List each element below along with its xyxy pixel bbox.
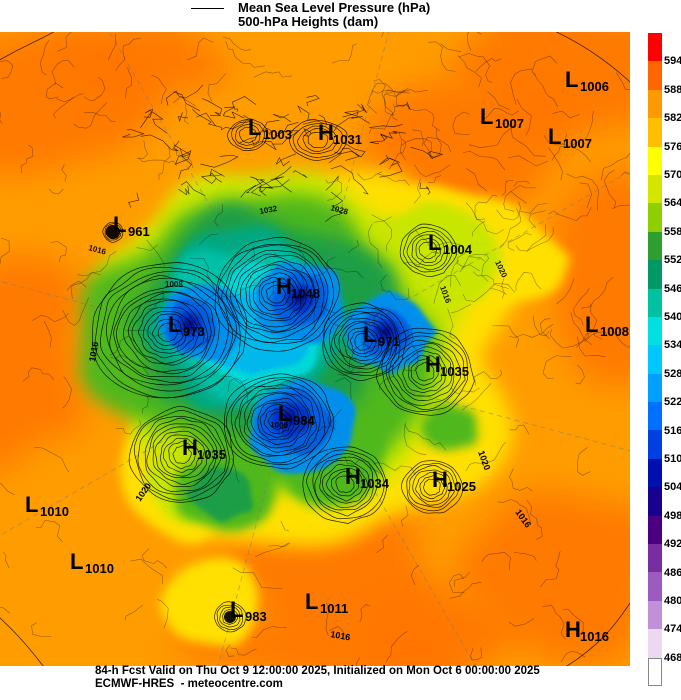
svg-text:1008: 1008 xyxy=(165,280,183,289)
svg-text:L: L xyxy=(585,312,598,337)
svg-text:1031: 1031 xyxy=(333,132,362,147)
svg-text:1007: 1007 xyxy=(563,136,592,151)
svg-text:H: H xyxy=(345,464,361,489)
svg-text:1025: 1025 xyxy=(447,479,476,494)
svg-text:1011: 1011 xyxy=(320,601,348,616)
svg-text:971: 971 xyxy=(378,334,400,349)
svg-text:983: 983 xyxy=(245,609,267,624)
svg-text:H: H xyxy=(182,435,198,460)
svg-text:H: H xyxy=(276,274,292,299)
svg-text:1010: 1010 xyxy=(85,561,114,576)
svg-text:1016: 1016 xyxy=(580,629,609,644)
svg-text:L: L xyxy=(168,312,181,337)
svg-text:L: L xyxy=(363,322,376,347)
svg-text:1034: 1034 xyxy=(360,476,390,491)
svg-text:L: L xyxy=(113,212,126,237)
svg-text:H: H xyxy=(318,120,334,145)
svg-text:L: L xyxy=(70,549,83,574)
svg-text:H: H xyxy=(425,352,441,377)
svg-text:1008: 1008 xyxy=(600,324,629,339)
svg-text:L: L xyxy=(305,589,318,614)
svg-text:L: L xyxy=(548,124,561,149)
svg-text:H: H xyxy=(432,467,448,492)
svg-text:1035: 1035 xyxy=(440,364,469,379)
svg-text:1007: 1007 xyxy=(495,116,524,131)
svg-text:L: L xyxy=(565,67,578,92)
svg-text:1048: 1048 xyxy=(291,286,320,301)
svg-text:1035: 1035 xyxy=(197,447,226,462)
svg-text:1010: 1010 xyxy=(40,504,69,519)
svg-text:L: L xyxy=(230,597,243,622)
svg-text:L: L xyxy=(428,230,441,255)
svg-text:984: 984 xyxy=(293,413,315,428)
svg-text:L: L xyxy=(278,401,291,426)
svg-text:1006: 1006 xyxy=(580,79,609,94)
svg-text:973: 973 xyxy=(183,324,205,339)
svg-text:L: L xyxy=(248,115,261,140)
svg-text:H: H xyxy=(565,617,581,642)
svg-text:1003: 1003 xyxy=(263,127,292,142)
svg-text:L: L xyxy=(25,492,38,517)
svg-text:L: L xyxy=(480,104,493,129)
svg-text:1004: 1004 xyxy=(443,242,473,257)
svg-text:961: 961 xyxy=(128,224,150,239)
